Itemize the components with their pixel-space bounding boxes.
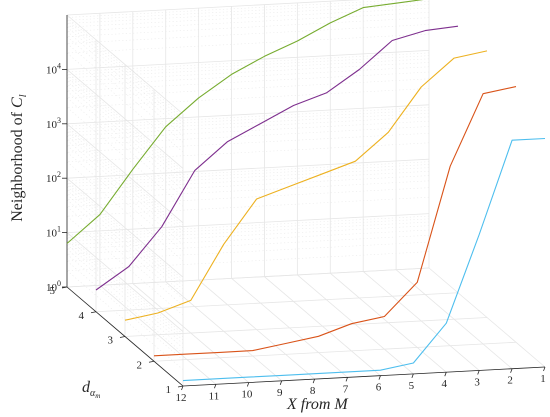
x-tick-mark (312, 378, 316, 384)
y-tick-mark (177, 385, 184, 388)
x-tick-mark (181, 385, 184, 391)
y-axis-label-main: d (82, 379, 91, 396)
y-gridline (124, 317, 488, 337)
x-tick-mark (510, 368, 513, 373)
x-tick-label: 2 (507, 375, 513, 387)
z-tick-label: 100 (46, 279, 61, 294)
x-axis-label-main: X from (286, 396, 334, 413)
x-tick-mark (411, 373, 414, 379)
x-tick-mark (246, 382, 250, 387)
minor-gridline (66, 132, 430, 153)
minor-gridline (66, 196, 430, 217)
x-tick-label: 6 (376, 382, 382, 394)
minor-gridline (66, 33, 430, 54)
x-tick-label: 11 (209, 390, 220, 402)
x-tick-label: 7 (343, 383, 349, 395)
z-tick-label: 102 (46, 170, 61, 185)
minor-gridline (66, 225, 430, 245)
x-tick-mark (279, 380, 283, 385)
minor-gridline (66, 142, 430, 163)
series-line-y5 (66, 0, 424, 244)
y-tick-label: 5 (50, 285, 56, 297)
x-tick-mark (444, 372, 447, 377)
y-tick-label: 2 (137, 359, 143, 371)
x-tick-label: 5 (409, 380, 415, 392)
x-tick-label: 8 (310, 385, 316, 397)
minor-gridline (66, 88, 430, 108)
y-gridline (153, 341, 517, 362)
axes-box-edges (66, 15, 546, 387)
x-tick-label: 3 (474, 376, 480, 388)
x-tick-label: 4 (442, 378, 448, 390)
minor-gridline (66, 229, 430, 250)
minor-gridline (66, 251, 430, 271)
series-line-y4 (95, 25, 459, 291)
z-axis-label-var: C (9, 97, 26, 108)
y-gridline (66, 267, 430, 288)
x-tick-mark (214, 384, 217, 389)
y-axis-label-sub: α (90, 388, 96, 399)
x-axis-label: X from M (286, 396, 349, 413)
y-tick-label: 3 (108, 335, 114, 347)
minor-gridline (66, 241, 430, 262)
x-axis-label-var: M (333, 396, 349, 413)
x-tick-mark (378, 375, 381, 380)
z-tick-label: 101 (46, 225, 61, 240)
x-tick-mark (345, 377, 348, 382)
x-tick-mark (477, 370, 480, 375)
minor-gridline (66, 78, 430, 99)
minor-gridline (66, 187, 430, 207)
y-axis-label: dαm (82, 379, 100, 400)
minor-gridline (66, 161, 430, 181)
z-tick-label: 104 (46, 61, 61, 76)
x-tick-label: 9 (277, 387, 283, 399)
x-tick-mark (543, 366, 546, 372)
series-layer (66, 0, 546, 382)
minor-gridline (66, 12, 430, 32)
major-gridline (66, 50, 430, 70)
minor-gridline (66, 24, 430, 44)
series-line-y2 (153, 86, 517, 357)
minor-gridline (66, 7, 430, 28)
y-gridline (95, 292, 459, 313)
minor-gridline (66, 170, 430, 191)
y-tick-mark (119, 336, 126, 338)
major-gridline (66, 158, 430, 179)
minor-gridline (66, 66, 430, 87)
z-axis-label-main: Neighborhood of (9, 108, 26, 222)
major-gridline (66, 0, 361, 16)
grid-layer (66, 0, 546, 387)
y-axis-label-subsub: m (95, 392, 100, 400)
major-gridline (66, 213, 430, 233)
x-tick-label: 10 (241, 389, 253, 401)
x-tick-label: 12 (176, 392, 187, 404)
major-gridline (66, 104, 430, 125)
z-tick-label: 103 (46, 116, 61, 131)
y-tick-mark (90, 311, 97, 314)
minor-gridline (66, 106, 430, 127)
x-tick-label: 1 (540, 373, 546, 385)
minor-gridline (66, 0, 406, 18)
y-tick-mark (148, 360, 155, 363)
series-line-y1 (182, 137, 546, 382)
y-tick-label: 1 (166, 384, 172, 396)
minor-gridline (66, 116, 430, 137)
y-tick-label: 4 (79, 310, 85, 322)
series-line-y3 (124, 50, 488, 321)
minor-gridline (66, 215, 430, 236)
z-axis-label: Neighborhood of Cl (9, 94, 29, 222)
x-axis-line (182, 366, 546, 387)
z-axis-label-sub: l (17, 94, 29, 97)
